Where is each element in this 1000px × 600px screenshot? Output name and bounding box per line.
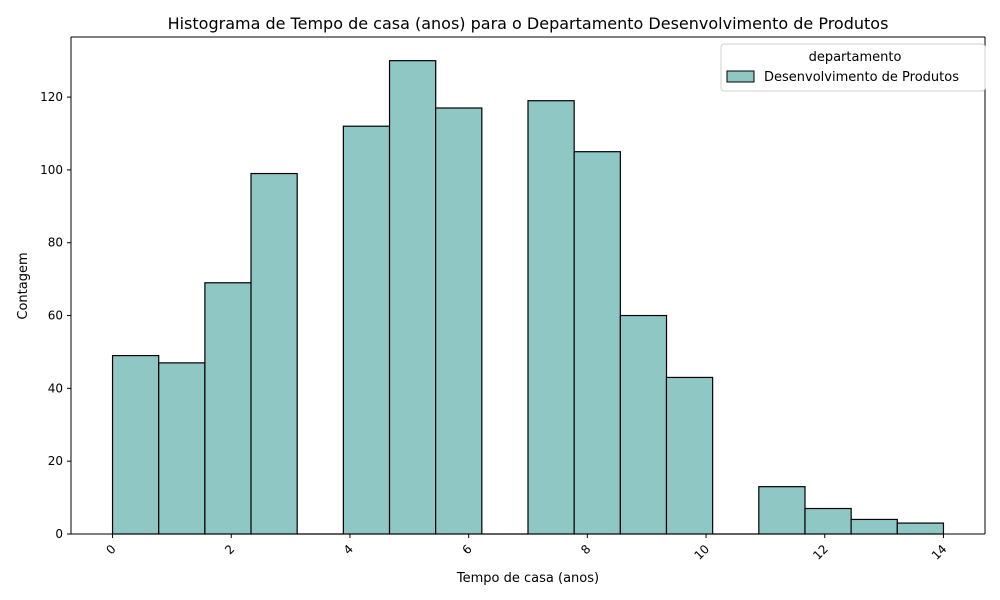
y-tick-label: 0	[55, 527, 63, 541]
y-tick-label: 20	[48, 454, 63, 468]
histogram-bar	[250, 172, 298, 535]
histogram-bar	[342, 125, 391, 535]
histogram-bar	[204, 282, 252, 535]
x-tick-label: 14	[929, 542, 950, 563]
y-tick-label: 80	[48, 236, 63, 250]
histogram-bar	[804, 507, 852, 535]
x-axis-label: Tempo de casa (anos)	[456, 571, 599, 586]
x-tick-label: 4	[341, 542, 356, 557]
plot-area	[70, 36, 986, 535]
y-tick-label: 40	[48, 381, 63, 395]
histogram-bar	[850, 518, 898, 535]
histogram-bar	[573, 151, 621, 535]
legend-entry-label: Desenvolvimento de Produtos	[764, 70, 959, 85]
x-tick-label: 0	[103, 542, 118, 557]
legend: departamento Desenvolvimento de Produtos	[720, 43, 986, 92]
legend-title: departamento	[809, 50, 902, 65]
chart-title: Histograma de Tempo de casa (anos) para …	[168, 14, 889, 33]
legend-frame	[720, 43, 986, 92]
histogram-bar	[111, 354, 160, 535]
histogram-bar	[388, 60, 437, 535]
histogram-bar	[758, 486, 806, 535]
y-axis-ticks: 0 20 40 60 80 100 120	[40, 90, 71, 541]
histogram-bar	[435, 107, 483, 535]
y-axis-label: Contagem	[16, 252, 31, 319]
histogram-bar	[665, 376, 714, 535]
x-tick-label: 12	[810, 542, 831, 563]
histogram-bar	[619, 314, 668, 535]
y-tick-label: 120	[40, 90, 63, 104]
x-tick-label: 10	[691, 542, 712, 563]
histogram-bar	[158, 362, 206, 535]
y-tick-label: 100	[40, 163, 63, 177]
x-tick-label: 2	[222, 542, 237, 557]
histogram-bar	[527, 100, 575, 535]
x-tick-label: 6	[459, 542, 474, 557]
x-axis-ticks: 0 2 4 6 8 10 12 14	[103, 534, 950, 563]
x-tick-label: 8	[578, 542, 593, 557]
histogram-bar	[896, 522, 945, 535]
legend-swatch	[726, 70, 755, 83]
y-tick-label: 60	[48, 309, 63, 323]
